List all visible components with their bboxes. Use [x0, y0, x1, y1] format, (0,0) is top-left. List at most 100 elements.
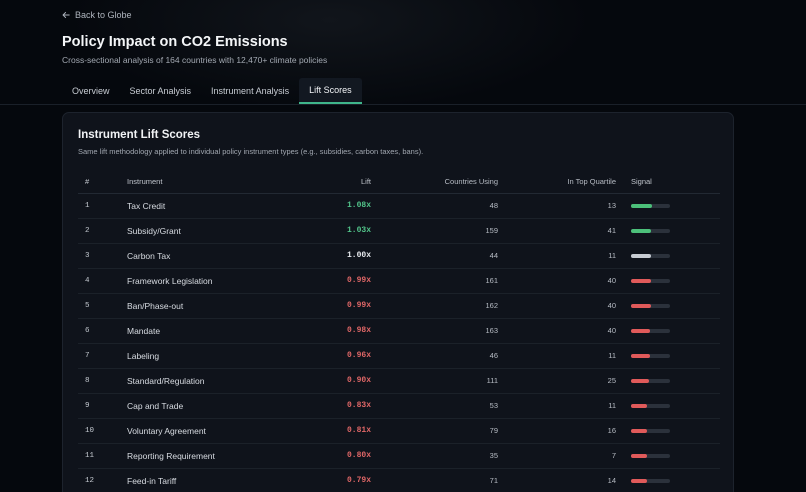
row-signal	[616, 293, 720, 319]
tab-bar: Overview Sector Analysis Instrument Anal…	[62, 78, 362, 104]
row-lift: 0.99x	[290, 293, 371, 319]
signal-bar-track	[631, 453, 670, 458]
tab-sector-analysis[interactable]: Sector Analysis	[129, 86, 192, 96]
header-countries-using: Countries Using	[371, 171, 498, 194]
row-instrument: Ban/Phase-out	[127, 293, 290, 319]
header-rank: #	[78, 171, 127, 194]
row-instrument: Tax Credit	[127, 193, 290, 219]
row-rank: 5	[78, 293, 127, 319]
tabs-divider	[0, 104, 806, 105]
signal-bar-track	[631, 303, 670, 308]
signal-bar-fill	[631, 353, 650, 358]
row-lift: 0.80x	[290, 443, 371, 469]
row-in-top-quartile: 16	[498, 418, 616, 444]
table-row: 12 Feed-in Tariff 0.79x 71 14	[78, 468, 720, 492]
back-to-globe-link[interactable]: Back to Globe	[62, 10, 132, 20]
tab-lift-scores[interactable]: Lift Scores	[299, 78, 362, 104]
row-countries-using: 111	[371, 368, 498, 394]
row-countries-using: 46	[371, 343, 498, 369]
row-instrument: Reporting Requirement	[127, 443, 290, 469]
row-signal	[616, 193, 720, 219]
signal-bar-track	[631, 353, 670, 358]
row-rank: 12	[78, 468, 127, 492]
row-in-top-quartile: 13	[498, 193, 616, 219]
table-row: 10 Voluntary Agreement 0.81x 79 16	[78, 418, 720, 444]
row-in-top-quartile: 11	[498, 343, 616, 369]
header-lift: Lift	[290, 171, 371, 194]
signal-bar-track	[631, 378, 670, 383]
row-lift: 0.90x	[290, 368, 371, 394]
row-in-top-quartile: 11	[498, 393, 616, 419]
row-countries-using: 163	[371, 318, 498, 344]
row-countries-using: 159	[371, 218, 498, 244]
row-countries-using: 161	[371, 268, 498, 294]
row-instrument: Feed-in Tariff	[127, 468, 290, 492]
signal-bar-track	[631, 403, 670, 408]
table-row: 2 Subsidy/Grant 1.03x 159 41	[78, 218, 720, 244]
row-signal	[616, 368, 720, 394]
table-header-row: # Instrument Lift Countries Using In Top…	[78, 171, 720, 194]
signal-bar-fill	[631, 403, 648, 408]
card-description: Same lift methodology applied to individ…	[78, 147, 424, 156]
table-row: 9 Cap and Trade 0.83x 53 11	[78, 393, 720, 419]
lift-scores-card: Instrument Lift Scores Same lift methodo…	[62, 112, 734, 492]
table-row: 7 Labeling 0.96x 46 11	[78, 343, 720, 369]
row-lift: 0.98x	[290, 318, 371, 344]
signal-bar-track	[631, 428, 670, 433]
row-lift: 1.08x	[290, 193, 371, 219]
row-in-top-quartile: 40	[498, 268, 616, 294]
row-rank: 2	[78, 218, 127, 244]
row-signal	[616, 243, 720, 269]
row-instrument: Carbon Tax	[127, 243, 290, 269]
signal-bar-track	[631, 478, 670, 483]
tab-instrument-analysis[interactable]: Instrument Analysis	[211, 86, 290, 96]
page-subtitle: Cross-sectional analysis of 164 countrie…	[62, 55, 328, 65]
row-instrument: Cap and Trade	[127, 393, 290, 419]
signal-bar-fill	[631, 278, 651, 283]
row-signal	[616, 468, 720, 492]
row-in-top-quartile: 40	[498, 293, 616, 319]
signal-bar-fill	[631, 453, 647, 458]
row-countries-using: 53	[371, 393, 498, 419]
row-signal	[616, 418, 720, 444]
signal-bar-fill	[631, 428, 647, 433]
row-rank: 6	[78, 318, 127, 344]
table-row: 1 Tax Credit 1.08x 48 13	[78, 193, 720, 219]
signal-bar-fill	[631, 253, 651, 258]
row-instrument: Standard/Regulation	[127, 368, 290, 394]
row-countries-using: 48	[371, 193, 498, 219]
row-in-top-quartile: 11	[498, 243, 616, 269]
row-instrument: Mandate	[127, 318, 290, 344]
tab-overview[interactable]: Overview	[72, 86, 110, 96]
row-signal	[616, 343, 720, 369]
row-instrument: Voluntary Agreement	[127, 418, 290, 444]
signal-bar-track	[631, 278, 670, 283]
row-lift: 1.03x	[290, 218, 371, 244]
row-signal	[616, 443, 720, 469]
row-in-top-quartile: 7	[498, 443, 616, 469]
signal-bar-track	[631, 228, 670, 233]
table-row: 3 Carbon Tax 1.00x 44 11	[78, 243, 720, 269]
row-signal	[616, 393, 720, 419]
row-signal	[616, 318, 720, 344]
row-in-top-quartile: 40	[498, 318, 616, 344]
table-row: 6 Mandate 0.98x 163 40	[78, 318, 720, 344]
row-instrument: Subsidy/Grant	[127, 218, 290, 244]
row-rank: 11	[78, 443, 127, 469]
row-signal	[616, 268, 720, 294]
back-link-label: Back to Globe	[75, 10, 132, 20]
header-in-top-quartile: In Top Quartile	[498, 171, 616, 194]
row-lift: 0.81x	[290, 418, 371, 444]
signal-bar-fill	[631, 378, 649, 383]
arrow-left-icon	[62, 11, 70, 19]
signal-bar-fill	[631, 203, 653, 208]
row-signal	[616, 218, 720, 244]
lift-scores-table: # Instrument Lift Countries Using In Top…	[78, 171, 720, 492]
row-countries-using: 44	[371, 243, 498, 269]
row-in-top-quartile: 41	[498, 218, 616, 244]
row-rank: 3	[78, 243, 127, 269]
row-in-top-quartile: 14	[498, 468, 616, 492]
table-row: 11 Reporting Requirement 0.80x 35 7	[78, 443, 720, 469]
table-row: 5 Ban/Phase-out 0.99x 162 40	[78, 293, 720, 319]
row-lift: 0.99x	[290, 268, 371, 294]
